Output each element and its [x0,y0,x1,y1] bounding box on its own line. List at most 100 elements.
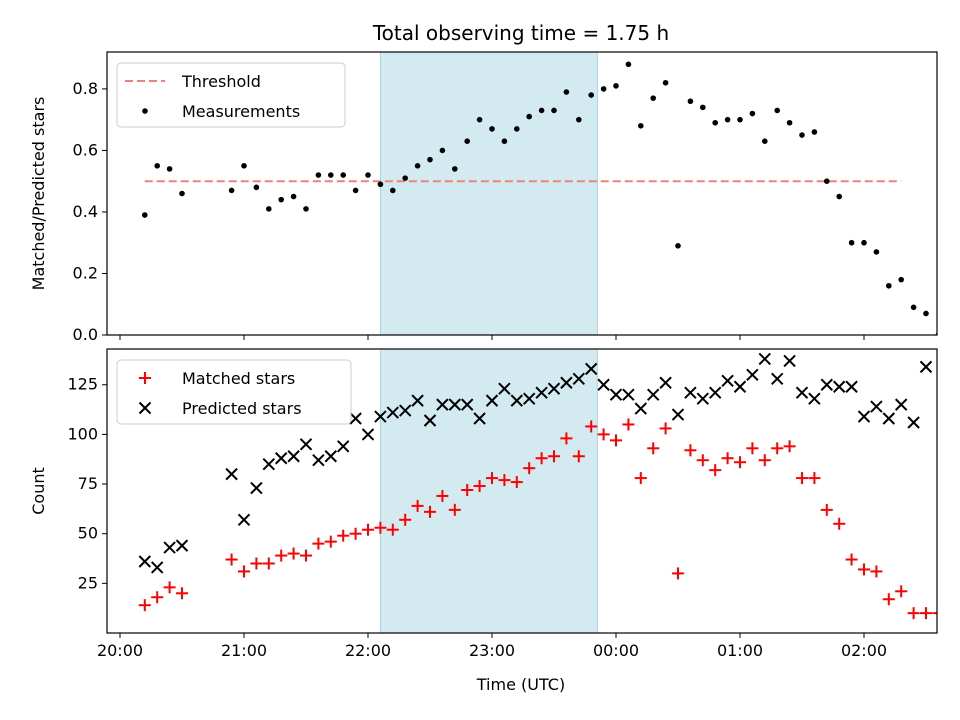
measurement-point [266,206,272,212]
measurement-point [613,83,619,89]
observing-window [379,348,598,634]
matched-star-point [461,484,474,497]
matched-star-point [548,450,560,463]
predicted-star-point [832,380,846,393]
measurement-point [241,163,247,169]
matched-star-point [275,549,288,562]
measurement-point [551,107,557,114]
predicted-star-point [622,388,635,401]
predicted-star-point [882,412,896,425]
predicted-star-point [312,454,325,467]
matched-star-point [672,567,684,580]
chart-title: Total observing time = 1.75 h [372,21,669,45]
legend-entry: Matched stars [182,369,295,388]
measurement-point [179,190,185,197]
matched-star-point [758,454,771,467]
matched-star-point [399,513,412,526]
predicted-star-point [386,406,400,419]
measurement-point [923,310,929,317]
matched-star-point [610,434,622,447]
matched-star-point [870,565,883,578]
measurement-point [489,126,495,132]
predicted-star-point [721,374,734,387]
measurement-point [563,89,570,95]
y-tick-label: 100 [67,424,98,443]
measurement-point [762,138,768,145]
measurement-point [886,282,892,289]
matched-star-point [151,591,164,604]
predicted-star-point [820,378,834,391]
measurement-point [414,163,421,169]
predicted-star-point [473,412,486,425]
x-tick-label: 23:00 [469,641,515,660]
predicted-star-point [684,386,697,399]
predicted-star-point [597,378,610,391]
legend-box [116,62,346,128]
matched-star-point [238,565,250,578]
predicted-star-point [324,450,338,463]
measurement-point [576,116,582,123]
matched-star-point [845,553,858,566]
legend-swatch [139,372,151,384]
predicted-star-point [572,372,586,385]
predicted-star-point [547,382,561,395]
matched-star-point [746,442,759,455]
matched-star-point [411,499,424,512]
matched-star-point [386,523,399,536]
measurement-point [377,181,384,188]
measurement-point [166,166,173,172]
measurement-point [712,119,718,126]
plot-area [138,352,937,620]
measurement-point [328,172,334,178]
measurement-point [687,98,694,105]
measurement-point [948,332,954,338]
matched-star-point [498,474,511,487]
legend: Threshold Measurements [116,62,346,128]
legend-swatch [138,401,152,415]
predicted-star-point [299,438,313,451]
predicted-star-point [535,386,548,399]
predicted-star-point [758,352,772,366]
measurement-point [774,107,780,114]
matched-star-point [572,450,585,463]
predicted-star-point [460,398,474,411]
predicted-star-point [436,398,449,411]
matched-star-point [796,472,808,485]
measurement-point [464,138,471,145]
y-tick-label: 75 [78,474,98,493]
predicted-star-point [845,380,858,393]
predicted-star-point [808,392,821,405]
predicted-star-point [696,392,710,405]
predicted-star-point [671,408,685,421]
measurement-point [303,206,309,212]
measurement-point [700,104,706,111]
matched-star-point [287,547,300,560]
y-tick-label: 25 [78,573,98,592]
measurement-point [650,95,656,101]
predicted-star-point [237,513,251,527]
matched-star-point [721,452,734,465]
matched-star-point [647,442,660,455]
predicted-star-point [770,372,784,385]
measurement-point [873,249,880,255]
predicted-star-point [349,412,362,425]
legend-entry: Threshold [181,72,261,91]
matched-star-point [634,472,647,485]
measurement-point [439,147,446,154]
y-tick-label: 0.4 [73,202,98,221]
predicted-star-point [498,382,511,395]
x-tick-label: 22:00 [345,641,391,660]
y-tick-label: 0.8 [73,79,98,98]
matched-star-point [907,607,920,620]
predicted-star-point [274,452,288,465]
measurement-point [526,113,532,120]
predicted-star-point [163,541,176,554]
matched-star-point [709,464,722,477]
predicted-star-point [150,561,164,574]
measurement-point [588,92,594,98]
matched-star-point [262,557,275,570]
matched-star-point [225,553,238,566]
measurement-point [786,119,793,126]
predicted-star-point [907,416,920,429]
predicted-star-point [423,414,437,427]
